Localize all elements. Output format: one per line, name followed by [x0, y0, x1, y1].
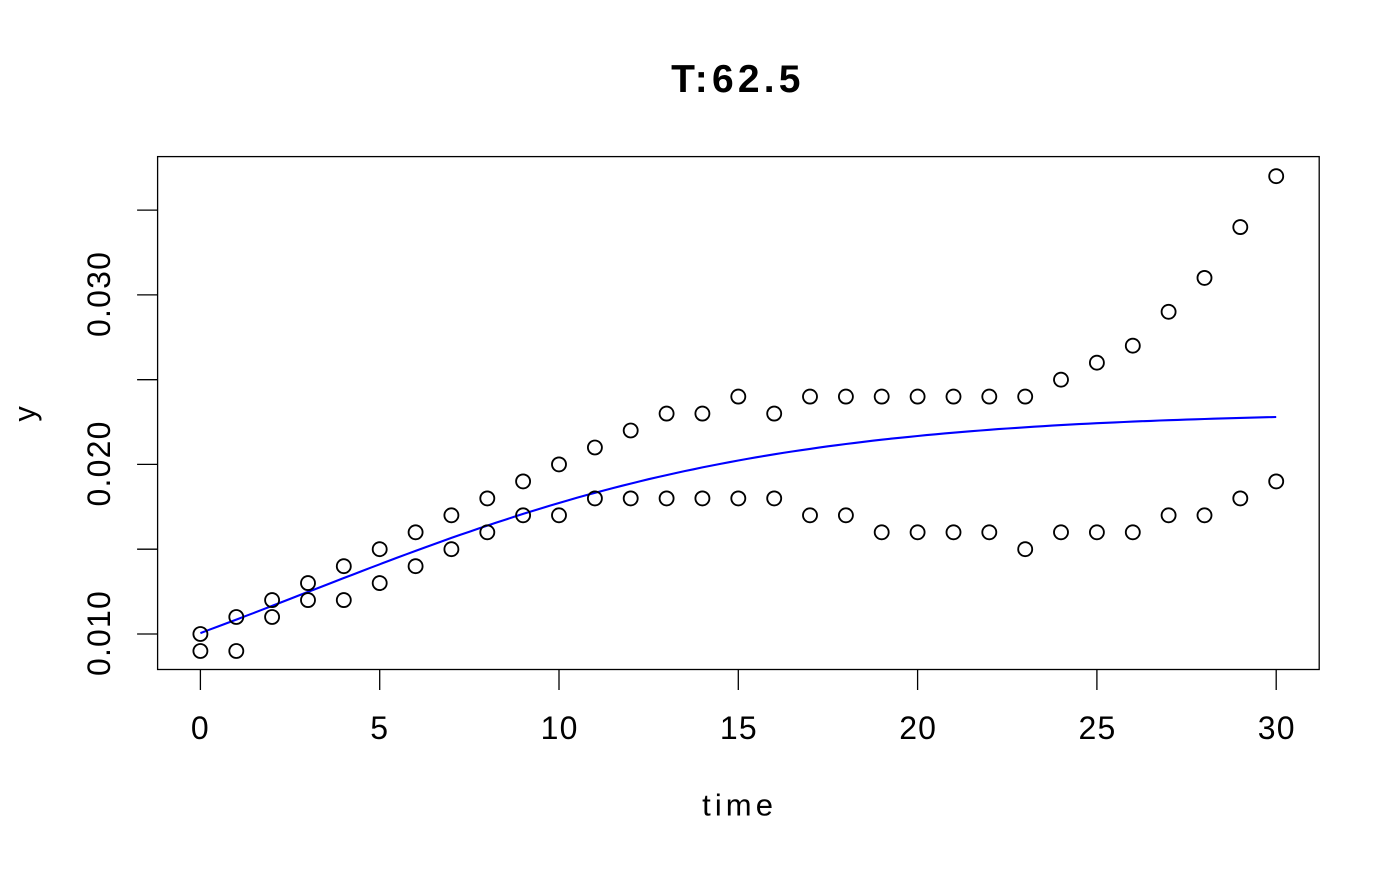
svg-text:y: y: [7, 402, 42, 422]
svg-text:0.020: 0.020: [81, 420, 117, 506]
svg-text:0: 0: [191, 710, 210, 746]
svg-text:0.010: 0.010: [81, 590, 117, 676]
svg-text:time: time: [702, 788, 777, 823]
svg-text:10: 10: [541, 710, 579, 746]
svg-text:20: 20: [899, 710, 937, 746]
svg-text:25: 25: [1079, 710, 1117, 746]
svg-text:5: 5: [370, 710, 389, 746]
svg-text:15: 15: [720, 710, 758, 746]
svg-text:30: 30: [1258, 710, 1296, 746]
svg-text:T:62.5: T:62.5: [671, 58, 805, 101]
svg-text:0.030: 0.030: [81, 251, 117, 337]
